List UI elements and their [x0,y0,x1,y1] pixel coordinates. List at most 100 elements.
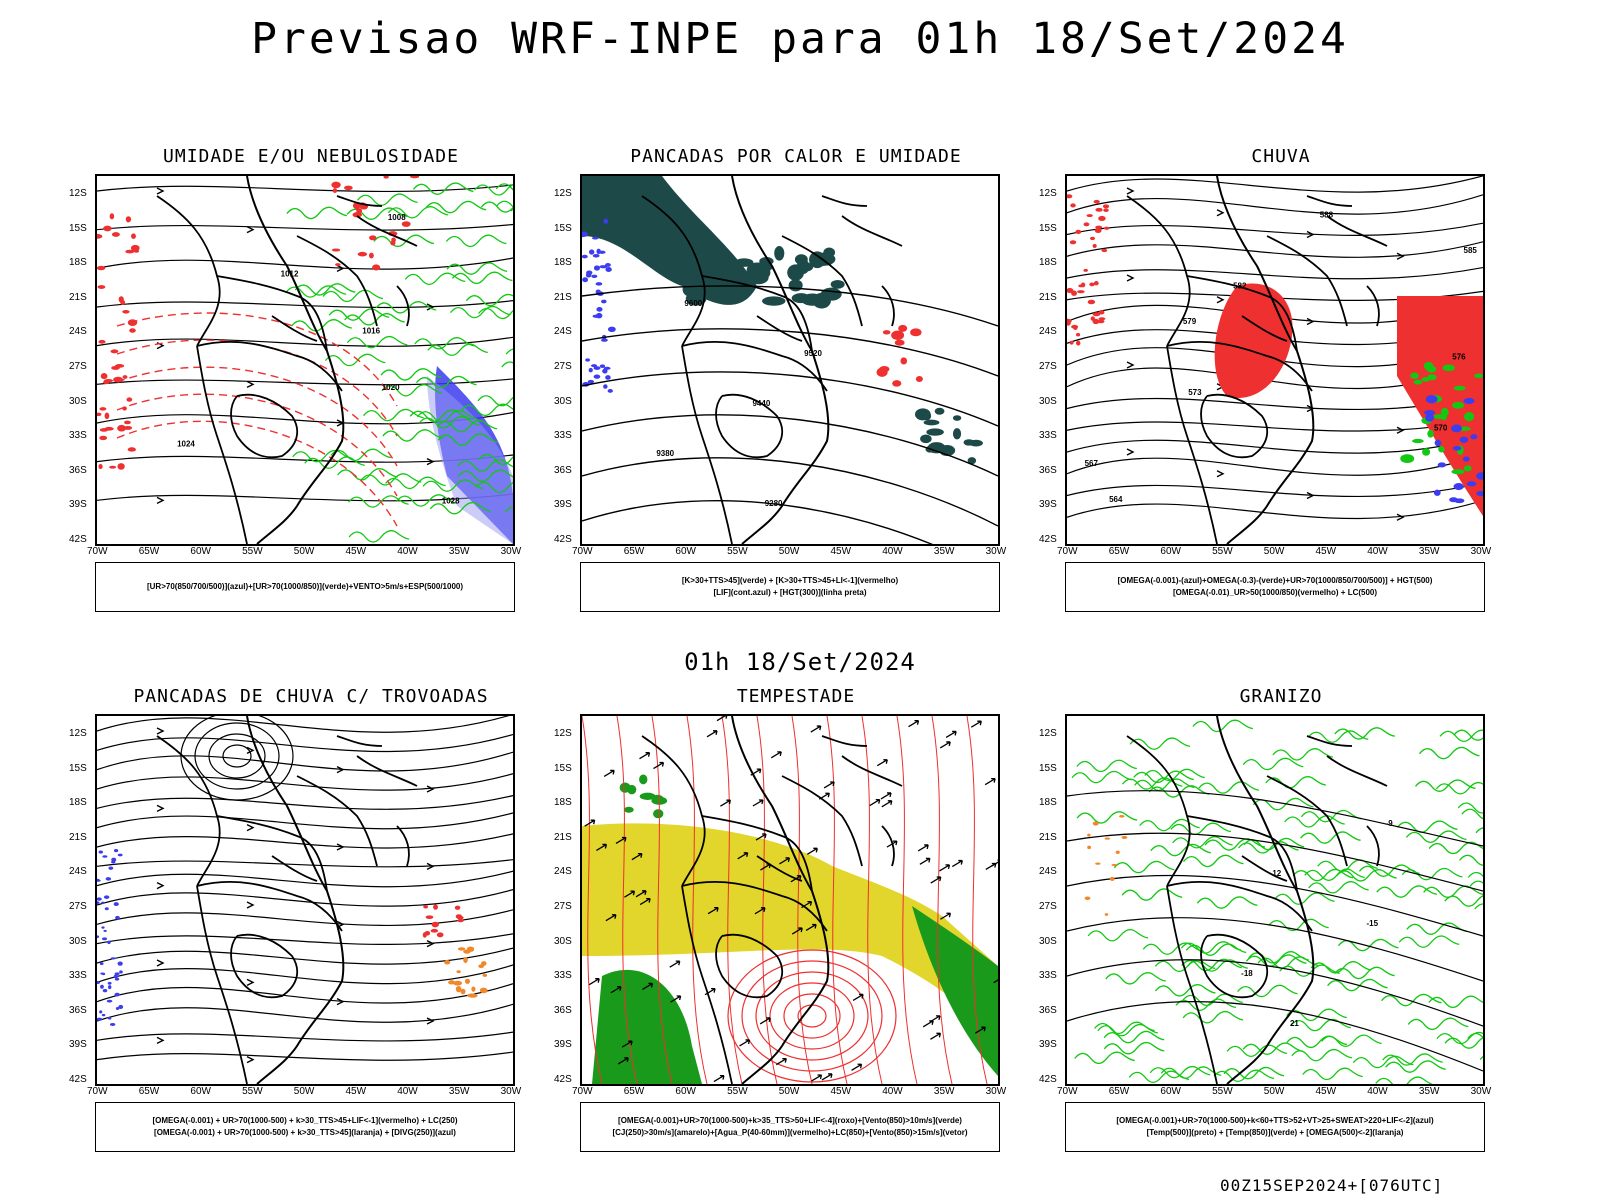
country-border [681,880,828,932]
contour-squiggle [322,289,384,303]
contour-squiggle [1103,1030,1165,1044]
shaded-cell [595,312,603,319]
coastline-layer [641,716,903,1084]
shaded-cell [601,299,607,304]
shaded-cell [118,1004,124,1009]
streamline [97,812,513,830]
shaded-cell [130,244,140,252]
shaded-cell [708,248,723,261]
contour-label: 1016 [362,326,380,335]
contour-squiggle [1274,892,1335,905]
shaded-cell [879,365,890,373]
contour-squiggle [1204,838,1266,851]
contour-squiggle [363,408,424,422]
shaded-cell [448,980,455,985]
contour-label: 582 [1233,281,1247,290]
shaded-cell [1470,434,1478,440]
wind-vector [706,730,718,738]
shaded-cell [593,374,601,379]
shaded-cell [923,419,940,426]
contour-squiggle [1094,1021,1155,1035]
streamline-arrow [246,746,255,754]
contour-squiggle [1300,809,1362,823]
contour-squiggle [1444,1037,1483,1049]
shaded-cell [934,407,945,415]
contour-squiggle [1317,859,1378,872]
shaded-cell [109,1022,116,1026]
shaded-cell [1069,240,1077,245]
shaded-cell [623,806,634,813]
legend-line: [OMEGA(-0.01)_UR>50(1000/850)(vermelho) … [1172,588,1378,597]
wind-vector [617,1057,629,1065]
shaded-cell [115,1006,120,1011]
shaded-cell [1069,340,1074,345]
shaded-cell [110,349,119,354]
contour-squiggle [304,456,365,469]
shaded-cell [894,339,905,346]
contour-squiggle [429,501,491,515]
run-time-footer: 00Z15SEP2024+[076UTC] [1220,1176,1444,1195]
contour-squiggle [449,305,511,319]
contour-squiggle [1213,1069,1275,1083]
contour-label: -15 [1366,919,1378,928]
shaded-cell [436,932,444,938]
contour-squiggle [324,353,386,367]
streamline [97,1051,513,1061]
coastline [246,176,345,544]
streamline [1067,222,1483,236]
shaded-cell [108,985,112,990]
wind-vector [596,843,608,851]
lon-tick-label: 40W [397,546,418,557]
shaded-cell [111,365,120,370]
country-border [1241,315,1288,342]
lat-tick-label: 18S [554,257,572,269]
shaded-cell [113,902,119,907]
streamline [1067,266,1483,280]
shaded-cell [1089,236,1096,241]
panel-legend: [OMEGA(-0.001)+UR>70(1000-500)+k<60+TTS>… [1065,1102,1485,1152]
contour-squiggle [505,348,513,355]
lat-tick-label: 21S [1039,831,1057,843]
shaded-cell [431,921,439,928]
lat-tick-label: 39S [554,499,572,511]
shaded-cell [1400,454,1415,464]
country-border [336,195,383,207]
shaded-cell [1067,194,1073,199]
contour-squiggle [475,481,513,493]
contour-squiggle [1149,1065,1211,1079]
wind-vector [908,720,920,728]
contour-label: 585 [1464,246,1478,255]
wind-vector [707,906,719,915]
contour-label: 564 [1109,495,1123,504]
streamline-arrow [426,1017,435,1025]
streamline-arrow [1216,209,1225,217]
contour-squiggle [328,308,390,321]
lon-tick-label: 45W [1315,546,1337,557]
temperature-contour [1067,917,1483,982]
shaded-cell [1434,439,1442,447]
panel-legend: [UR>70(850/700/500)](azul)+[UR>70(1000/8… [95,562,515,612]
circulation-ring [741,960,883,1072]
country-border [271,315,318,342]
contour-label: 9600 [684,299,702,308]
lat-tick-label: 12S [1039,188,1057,199]
shaded-cell [1092,312,1101,317]
lat-tick-label: 12S [1039,728,1057,739]
contour-squiggle [1103,1041,1165,1055]
contour-squiggle [1401,867,1463,881]
legend-line: [OMEGA(-0.001) + UR>70(1000-500) + k>30_… [154,1128,456,1137]
shaded-cell [593,366,601,370]
streamline-arrow [156,804,165,812]
lon-tick-label: 40W [397,1086,418,1097]
shaded-cell [114,992,120,997]
shaded-cell [457,947,466,951]
contour-squiggle [416,409,478,423]
temperature-500-layer [1067,790,1483,1072]
contour-squiggle [348,530,410,543]
wind-vector [880,792,892,800]
streamline-arrow [156,727,165,735]
streamline [97,1031,513,1042]
streamline-arrow [1126,187,1135,195]
lat-tick-label: 42S [554,1074,572,1085]
shaded-cell [117,961,123,966]
